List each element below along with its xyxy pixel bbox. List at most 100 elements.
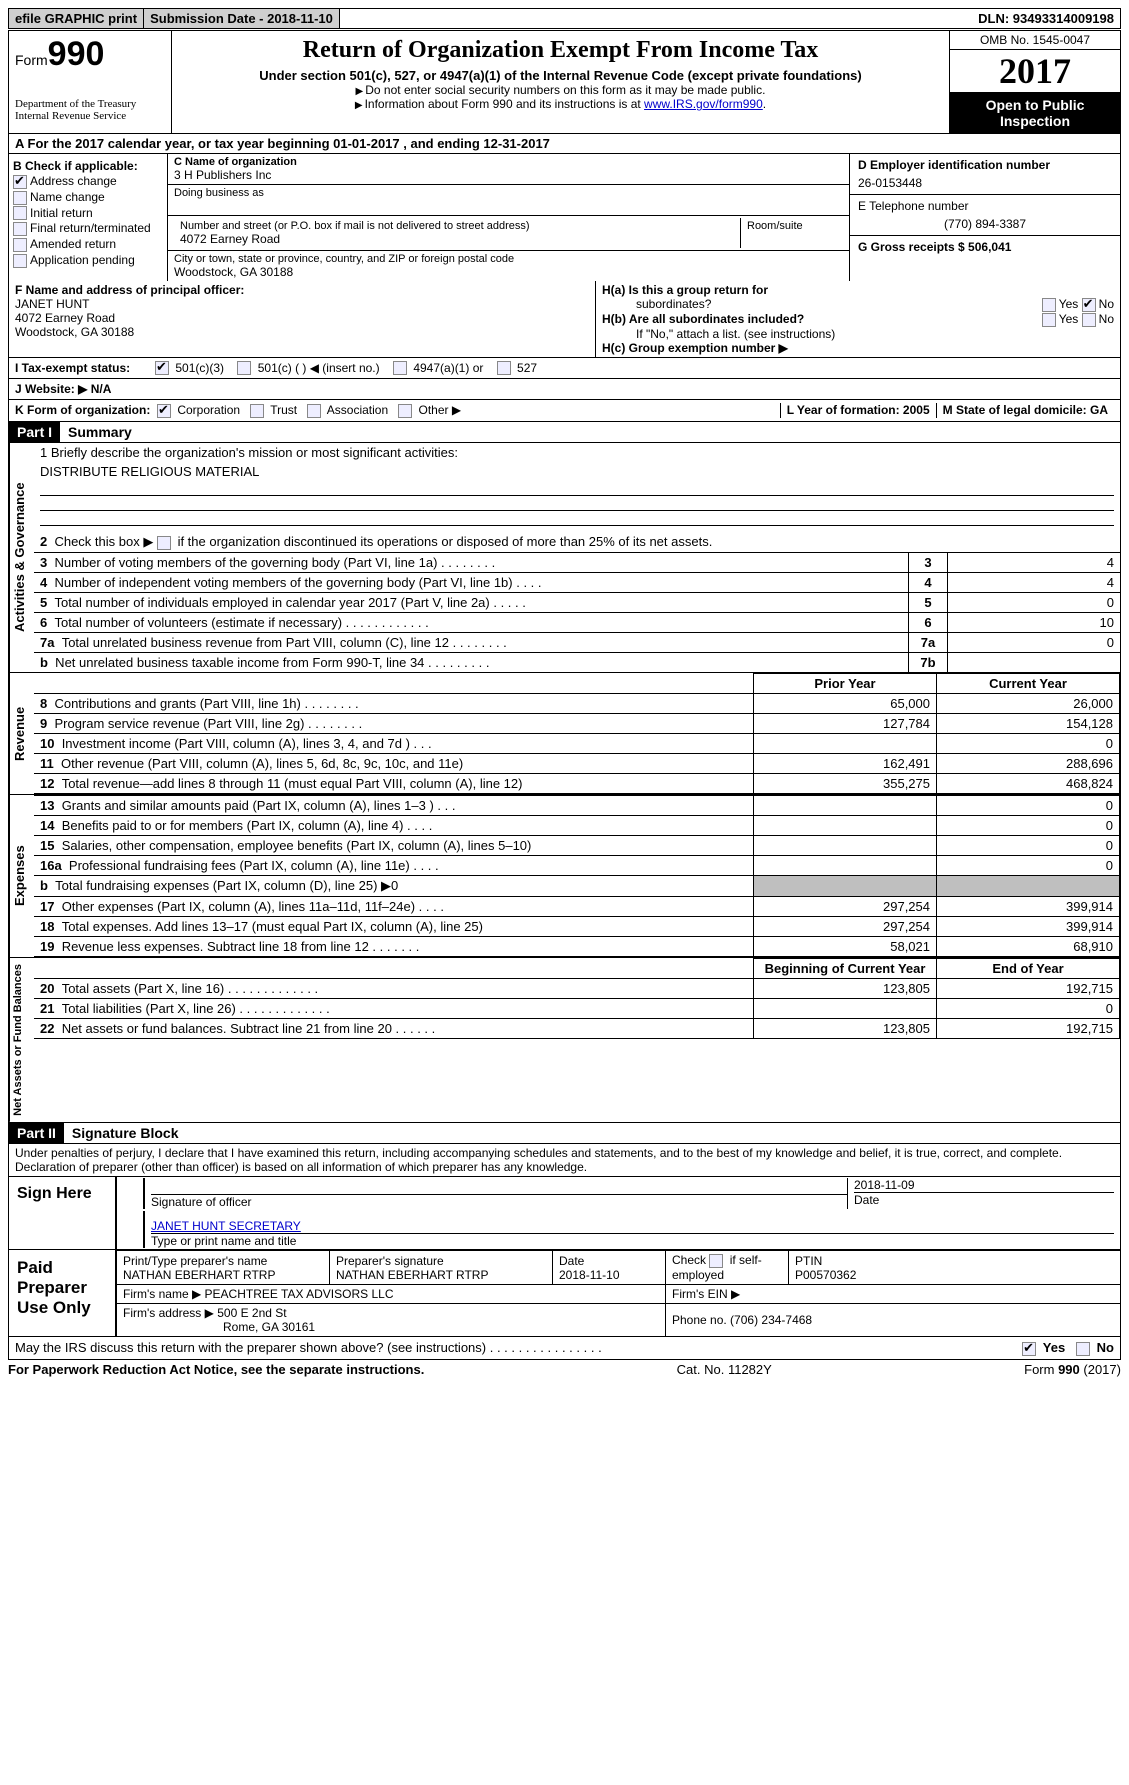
ein: 26-0153448	[858, 176, 1112, 190]
cb-address-change[interactable]	[13, 175, 27, 189]
col-b: B Check if applicable: Address change Na…	[9, 154, 168, 281]
firm-ein-label: Firm's EIN ▶	[666, 1284, 1121, 1303]
cb-corp[interactable]	[157, 404, 171, 418]
cb-pending[interactable]	[13, 254, 27, 268]
table-row: 16a Professional fundraising fees (Part …	[34, 856, 1120, 876]
officer-name-link[interactable]: JANET HUNT SECRETARY	[151, 1219, 301, 1233]
hb-no: No	[1099, 312, 1114, 326]
cb-self-employed[interactable]	[709, 1254, 723, 1268]
table-row: 20 Total assets (Part X, line 16) . . . …	[34, 979, 1120, 999]
row-i: I Tax-exempt status: 501(c)(3) 501(c) ( …	[8, 358, 1121, 380]
name-label: C Name of organization	[174, 156, 843, 168]
cb-final[interactable]	[13, 222, 27, 236]
blank-line	[40, 511, 1114, 526]
date-label: Date	[854, 1193, 1114, 1207]
gov-line: 4 Number of independent voting members o…	[34, 572, 1120, 592]
cb-527[interactable]	[497, 361, 511, 375]
dln: DLN: 93493314009198	[972, 9, 1120, 28]
form-990: 990	[48, 35, 105, 73]
discuss-row: May the IRS discuss this return with the…	[8, 1337, 1121, 1360]
part1-title: Summary	[68, 424, 132, 440]
hdr-end: End of Year	[937, 959, 1120, 979]
row-fgh: F Name and address of principal officer:…	[8, 281, 1121, 358]
line1: 1 Briefly describe the organization's mi…	[34, 443, 1120, 462]
efile-print-btn[interactable]: efile GRAPHIC print	[9, 9, 144, 28]
expenses-table: 13 Grants and similar amounts paid (Part…	[34, 795, 1120, 957]
revenue-table: Prior YearCurrent Year 8 Contributions a…	[34, 673, 1120, 794]
cb-hb-yes[interactable]	[1042, 313, 1056, 327]
sign-here-label: Sign Here	[9, 1177, 117, 1249]
table-row: 15 Salaries, other compensation, employe…	[34, 836, 1120, 856]
hc-label: H(c) Group exemption number ▶	[602, 341, 1114, 355]
pra-notice: For Paperwork Reduction Act Notice, see …	[8, 1362, 424, 1377]
city: Woodstock, GA 30188	[174, 265, 843, 279]
note-ssn: Do not enter social security numbers on …	[365, 83, 765, 97]
form-header: Form990 Department of the Treasury Inter…	[8, 30, 1121, 134]
discuss-no: No	[1097, 1340, 1114, 1355]
hdr-current-year: Current Year	[937, 674, 1120, 694]
gov-line: 7a Total unrelated business revenue from…	[34, 632, 1120, 652]
prep-name-label: Print/Type preparer's name	[123, 1254, 323, 1268]
omb-number: OMB No. 1545-0047	[950, 31, 1120, 50]
ha-yes: Yes	[1059, 297, 1079, 311]
prep-sig: NATHAN EBERHART RTRP	[336, 1268, 546, 1282]
tab-revenue: Revenue	[9, 673, 34, 794]
cb-assoc[interactable]	[307, 404, 321, 418]
prep-sig-label: Preparer's signature	[336, 1254, 546, 1268]
ptin-label: PTIN	[795, 1254, 1114, 1268]
street: 4072 Earney Road	[180, 232, 734, 246]
cat-no: Cat. No. 11282Y	[677, 1362, 772, 1377]
irs-link[interactable]: www.IRS.gov/form990	[644, 97, 763, 111]
table-row: 11 Other revenue (Part VIII, column (A),…	[34, 754, 1120, 774]
opt-other: Other ▶	[419, 403, 462, 417]
ha-label: H(a) Is this a group return for	[602, 283, 768, 297]
cb-discuss-yes[interactable]	[1022, 1342, 1036, 1356]
netassets-table: Beginning of Current YearEnd of Year 20 …	[34, 958, 1120, 1039]
section-bcde: B Check if applicable: Address change Na…	[8, 154, 1121, 281]
cb-initial[interactable]	[13, 206, 27, 220]
discuss-text: May the IRS discuss this return with the…	[15, 1340, 602, 1356]
sign-here-row: Sign Here Signature of officer 2018-11-0…	[8, 1177, 1121, 1250]
prep-date: 2018-11-10	[559, 1268, 659, 1282]
mission: DISTRIBUTE RELIGIOUS MATERIAL	[34, 462, 1120, 481]
cb-amended[interactable]	[13, 238, 27, 252]
col-c: C Name of organization 3 H Publishers In…	[168, 154, 849, 281]
cb-discuss-no[interactable]	[1076, 1342, 1090, 1356]
cb-hb-no[interactable]	[1082, 313, 1096, 327]
cb-501c[interactable]	[237, 361, 251, 375]
table-row: 8 Contributions and grants (Part VIII, l…	[34, 694, 1120, 714]
opt-assoc: Association	[327, 403, 388, 417]
table-row: 18 Total expenses. Add lines 13–17 (must…	[34, 917, 1120, 937]
cb-ha-no[interactable]	[1082, 298, 1096, 312]
ha-no: No	[1099, 297, 1114, 311]
firm-phone: Phone no. (706) 234-7468	[666, 1303, 1121, 1336]
cb-4947[interactable]	[393, 361, 407, 375]
perjury-text: Under penalties of perjury, I declare th…	[9, 1143, 1120, 1176]
prep-name: NATHAN EBERHART RTRP	[123, 1268, 323, 1282]
firm-name: PEACHTREE TAX ADVISORS LLC	[205, 1287, 394, 1301]
table-row: 12 Total revenue—add lines 8 through 11 …	[34, 774, 1120, 794]
table-row: 14 Benefits paid to or for members (Part…	[34, 816, 1120, 836]
gov-line: 3 Number of voting members of the govern…	[34, 552, 1120, 572]
note-info-a: Information about Form 990 and its instr…	[365, 97, 644, 111]
row-j: J Website: ▶ N/A	[8, 379, 1121, 400]
phone: (770) 894-3387	[858, 217, 1112, 231]
part2: Part II Signature Block Under penalties …	[8, 1123, 1121, 1177]
blank-line	[40, 481, 1114, 496]
cb-line2[interactable]	[157, 536, 171, 550]
cb-501c3[interactable]	[155, 361, 169, 375]
gross-receipts: G Gross receipts $ 506,041	[858, 240, 1112, 254]
ha2: subordinates?	[636, 297, 711, 312]
lbl-address-change: Address change	[30, 174, 117, 188]
officer-name: JANET HUNT	[15, 297, 589, 311]
opt-trust: Trust	[270, 403, 297, 417]
sig-officer-label: Signature of officer	[151, 1195, 847, 1209]
opt-501c: 501(c) ( ) ◀ (insert no.)	[258, 361, 380, 375]
lbl-final: Final return/terminated	[30, 221, 151, 235]
blank-line	[40, 496, 1114, 511]
cb-trust[interactable]	[250, 404, 264, 418]
dept-treasury: Department of the Treasury	[15, 98, 165, 110]
cb-ha-yes[interactable]	[1042, 298, 1056, 312]
cb-other[interactable]	[398, 404, 412, 418]
cb-name-change[interactable]	[13, 191, 27, 205]
